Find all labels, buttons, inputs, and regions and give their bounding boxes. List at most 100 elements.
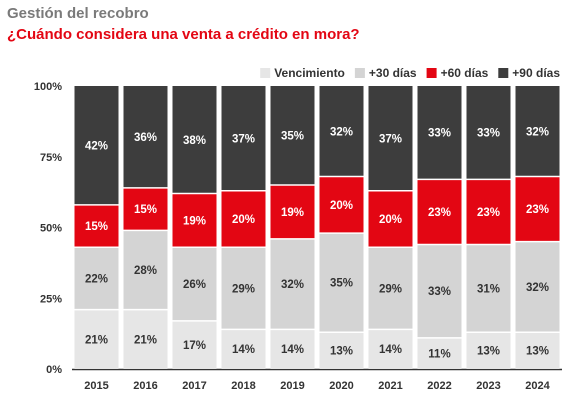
data-label: 20% (232, 214, 255, 226)
chart-title: Gestión del recobro (7, 5, 149, 22)
data-label: 38% (183, 135, 206, 147)
legend-swatch (426, 68, 437, 78)
data-label: 42% (85, 140, 108, 152)
data-label: 33% (428, 286, 451, 298)
bar-segment (270, 86, 315, 186)
bar-segment (74, 247, 119, 310)
data-label: 33% (428, 128, 451, 140)
bar-segment (417, 244, 462, 338)
x-tick-label: 2015 (84, 380, 108, 392)
data-label: 14% (232, 344, 255, 356)
data-label: 23% (428, 207, 451, 219)
y-tick-label: 25% (40, 293, 62, 305)
bar-segment (221, 329, 266, 369)
bar-segment (74, 204, 119, 248)
bar-segment (368, 329, 413, 369)
data-label: 29% (232, 283, 255, 295)
bar-segment (74, 86, 119, 205)
bar-segment (515, 332, 560, 369)
data-label: 33% (477, 128, 500, 140)
y-tick-label: 100% (34, 81, 62, 93)
bar-segment (466, 332, 511, 369)
data-label: 11% (428, 348, 450, 360)
bar-segment (221, 190, 266, 248)
data-label: 23% (526, 204, 549, 216)
data-label: 15% (134, 204, 157, 216)
legend-label: +30 días (369, 66, 417, 80)
data-label: 35% (330, 278, 353, 290)
data-label: 17% (183, 340, 206, 352)
bar-segment (368, 190, 413, 248)
data-label: 14% (281, 344, 304, 356)
data-label: 32% (330, 126, 353, 138)
data-label: 37% (232, 133, 255, 145)
legend-label: +60 días (441, 66, 489, 80)
bar-segment (319, 176, 364, 234)
legend-swatch (498, 68, 509, 78)
data-label: 21% (85, 334, 108, 346)
data-label: 21% (134, 334, 157, 346)
bar-segment (368, 247, 413, 330)
legend-label: Vencimiento (274, 66, 345, 80)
data-label: 32% (281, 279, 304, 291)
bar-segment (123, 187, 168, 231)
data-label: 31% (477, 283, 500, 295)
bar-segment (417, 337, 462, 369)
bar-segment (172, 86, 217, 194)
bar-segment (172, 247, 217, 321)
x-tick-label: 2023 (476, 380, 500, 392)
x-tick-label: 2022 (427, 380, 451, 392)
y-tick-label: 50% (40, 223, 62, 235)
x-tick-label: 2019 (280, 380, 304, 392)
data-label: 13% (526, 346, 549, 358)
bar-segment (74, 309, 119, 369)
bar-segment (123, 309, 168, 369)
data-label: 15% (85, 221, 108, 233)
data-label: 20% (379, 214, 402, 226)
bar-segment (417, 179, 462, 245)
data-label: 32% (526, 126, 549, 138)
bar-segment (270, 185, 315, 239)
bar-segment (515, 176, 560, 242)
bar-segment (172, 320, 217, 369)
bar-segment (515, 86, 560, 177)
data-label: 14% (379, 344, 402, 356)
bar-segment (368, 86, 413, 191)
data-label: 32% (526, 282, 549, 294)
bar-segment (123, 86, 168, 188)
x-tick-label: 2017 (182, 380, 206, 392)
bar-segment (417, 86, 462, 180)
legend-swatch (354, 68, 365, 78)
chart-axes: 0% 25% 50% 75% 100% 2015 2016 2017 2018 2019 2020 2… (34, 81, 562, 392)
data-label: 23% (477, 207, 500, 219)
bar-segment (270, 238, 315, 330)
data-label: 36% (134, 132, 157, 144)
bar-segment (515, 241, 560, 333)
y-tick-label: 75% (40, 152, 62, 164)
data-label: 22% (85, 273, 108, 285)
bar-segment (221, 86, 266, 191)
data-label: 19% (281, 207, 304, 219)
data-label: 29% (379, 283, 402, 295)
bar-segment (270, 329, 315, 369)
data-label: 35% (281, 131, 304, 143)
y-tick-label: 0% (46, 364, 62, 376)
x-tick-label: 2024 (525, 380, 550, 392)
x-tick-label: 2020 (329, 380, 353, 392)
chart-subtitle: ¿Cuándo considera una venta a crédito en… (7, 26, 360, 43)
bar-segment (466, 86, 511, 180)
bar-segment (319, 332, 364, 369)
bar-segment (319, 233, 364, 333)
data-label: 19% (183, 215, 206, 227)
x-tick-label: 2016 (133, 380, 157, 392)
chart-bars: 21% 22% 15% 42% 21% 28% 15% 36% 17% 26% 19% 38% 14% 2… (74, 86, 560, 369)
bar-segment (319, 86, 364, 177)
x-tick-label: 2021 (378, 380, 402, 392)
legend-label: +90 días (512, 66, 560, 80)
data-label: 28% (134, 265, 157, 277)
chart-legend: +90 días +60 días +30 días Vencimiento (260, 66, 560, 80)
bar-segment (123, 230, 168, 310)
legend-swatch (260, 68, 271, 78)
bar-segment (172, 193, 217, 248)
